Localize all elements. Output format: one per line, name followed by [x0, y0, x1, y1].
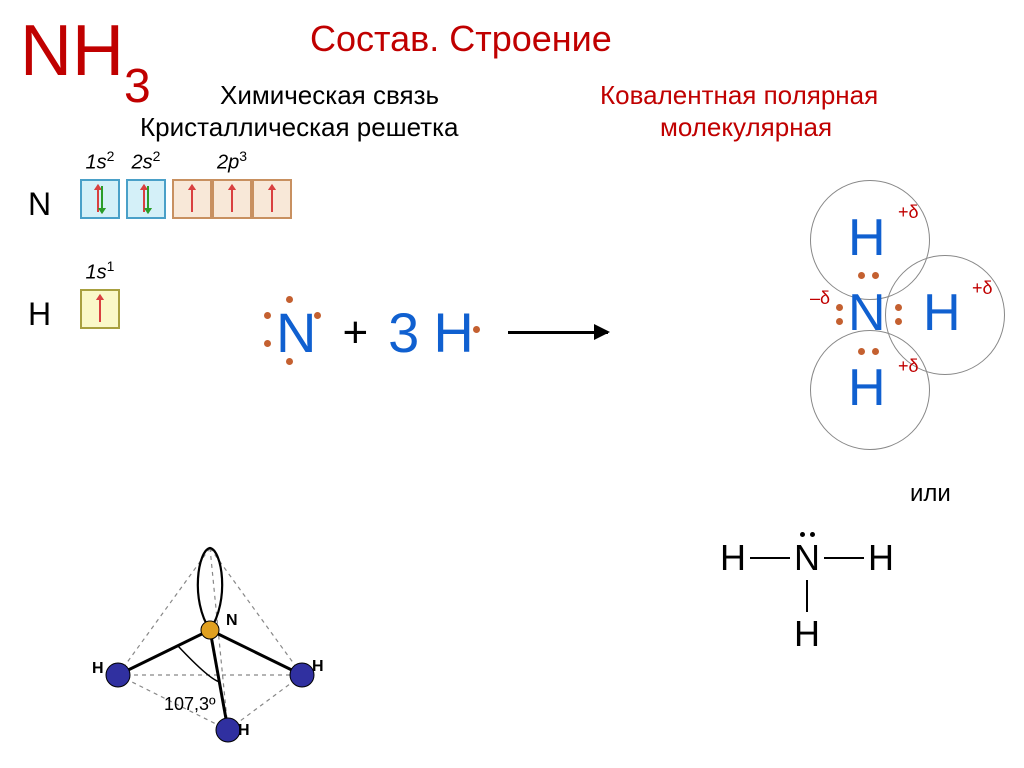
element-label-H: H [28, 296, 51, 333]
lewis-H-text: H [433, 301, 473, 364]
lewis-H: H [427, 300, 479, 365]
bond-dot [872, 272, 879, 279]
orbital-row-H: 1s1 [80, 258, 120, 329]
product-nh3: H +δ N –δ H +δ H +δ [740, 180, 1000, 440]
vsepr-N-label: N [226, 612, 238, 630]
product-H-bottom: H [848, 358, 886, 418]
orbital-group: 2s2 [126, 148, 166, 219]
arrow-up-icon [271, 186, 273, 212]
page-title: Состав. Строение [310, 18, 612, 60]
plus-sign: + [342, 308, 368, 358]
lone-pair-dot [836, 304, 843, 311]
subtitle-covalent: Ковалентная полярная [600, 80, 878, 111]
lewis-N: N [270, 300, 322, 365]
bond-icon [824, 557, 864, 559]
electron-dot [264, 340, 271, 347]
orbital-box [80, 179, 120, 219]
formula-sub: 3 [124, 60, 151, 113]
reaction-arrow-icon [508, 331, 608, 334]
orbital-label: 1s1 [86, 258, 115, 285]
bond-dot [872, 348, 879, 355]
orbital-label: 2p3 [217, 148, 247, 175]
product-H-top: H [848, 208, 886, 268]
arrow-up-icon [99, 296, 101, 322]
or-label: или [910, 480, 951, 508]
struct-H-bottom: H [794, 616, 820, 652]
subtitle-lattice: Кристаллическая решетка [140, 112, 458, 143]
vsepr-H-label: H [312, 658, 324, 676]
orbital-group: 1s2 [80, 148, 120, 219]
orbital-box [126, 179, 166, 219]
charge-H-right: +δ [972, 278, 993, 299]
orbital-box [172, 179, 212, 219]
coefficient-3: 3 [388, 300, 419, 365]
charge-N: –δ [810, 288, 830, 309]
arrow-down-icon [147, 186, 149, 212]
bond-icon [806, 580, 808, 612]
orbital-label: 2s2 [132, 148, 161, 175]
charge-H-top: +δ [898, 202, 919, 223]
orbital-label: 1s2 [86, 148, 115, 175]
electron-dot [286, 358, 293, 365]
lone-pair-dot [810, 532, 815, 537]
element-label-N: N [28, 186, 51, 223]
lone-pair-dot [800, 532, 805, 537]
charge-H-bottom: +δ [898, 356, 919, 377]
bond-dot [858, 348, 865, 355]
arrow-up-icon [191, 186, 193, 212]
arrow-up-icon [231, 186, 233, 212]
lewis-equation: N + 3 H [270, 300, 628, 365]
arrow-down-icon [101, 186, 103, 212]
product-N: N [848, 283, 886, 343]
bond-dot [895, 304, 902, 311]
bond-dot [895, 318, 902, 325]
product-H-right: H [923, 283, 961, 343]
vsepr-angle: 107,3º [164, 694, 216, 715]
bond-icon [750, 557, 790, 559]
structural-formula: H N H H [720, 540, 894, 652]
struct-H-right: H [868, 540, 894, 576]
electron-dot [264, 312, 271, 319]
formula-nh3: NH3 [20, 10, 151, 102]
electron-dot [314, 312, 321, 319]
formula-base: NH [20, 11, 124, 91]
orbital-group: 2p3 [172, 148, 292, 219]
subtitle-bond: Химическая связь [220, 80, 439, 111]
orbital-box [212, 179, 252, 219]
orbital-row-N: 1s2 2s2 2p3 [80, 148, 292, 219]
struct-N: N [794, 540, 820, 576]
vsepr-H-label: H [92, 660, 104, 678]
vsepr-diagram: N H H H 107,3º [80, 530, 340, 750]
vsepr-H-label: H [238, 722, 250, 740]
lone-pair-dot [836, 318, 843, 325]
orbital-box [252, 179, 292, 219]
orbital-box [80, 289, 120, 329]
orbital-group: 1s1 [80, 258, 120, 329]
electron-dot [286, 296, 293, 303]
bond-dot [858, 272, 865, 279]
electron-dot [473, 326, 480, 333]
lewis-N-text: N [276, 301, 316, 364]
struct-H-left: H [720, 540, 746, 576]
subtitle-molecular: молекулярная [660, 112, 832, 143]
